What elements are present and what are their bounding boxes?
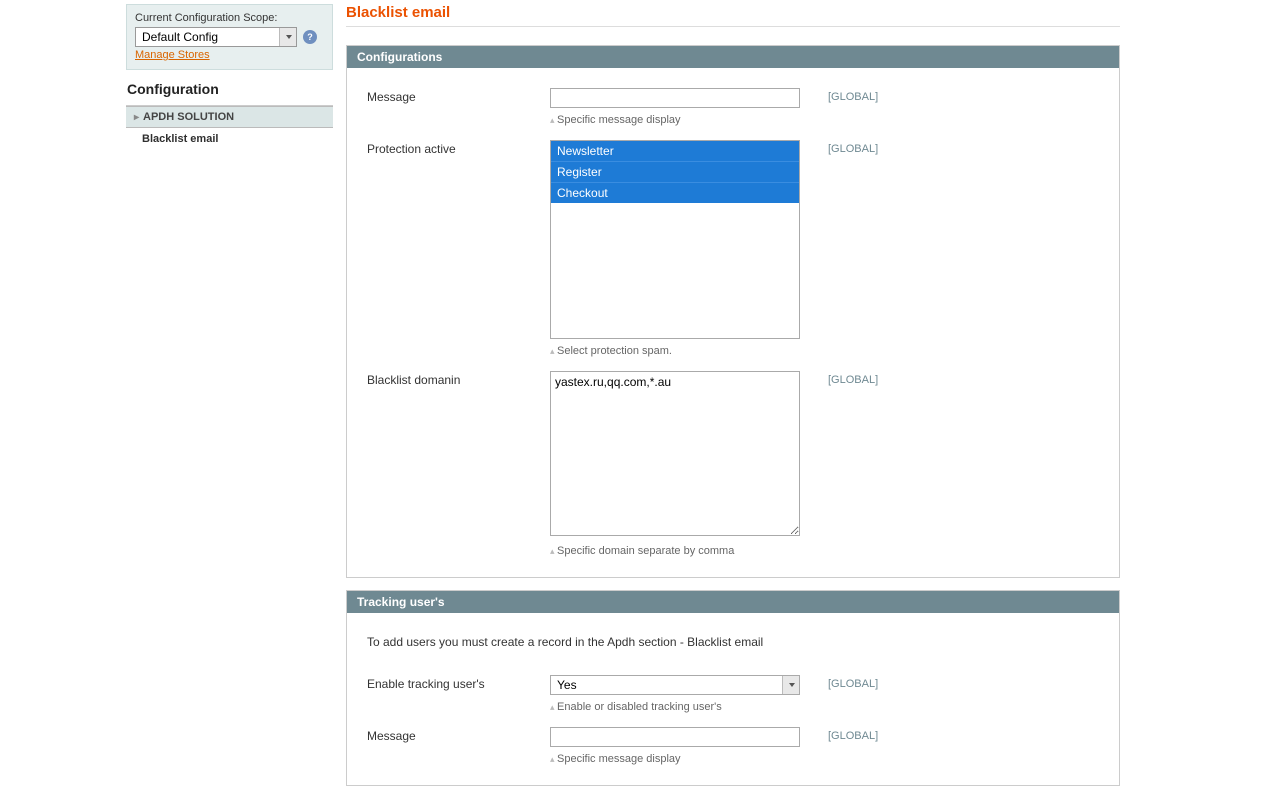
field-label-protection: Protection active (367, 140, 550, 156)
title-divider (346, 26, 1120, 27)
manage-stores-link[interactable]: Manage Stores (135, 49, 210, 61)
fieldset-tracking-header[interactable]: Tracking user's (347, 591, 1119, 613)
fieldset-tracking-body: To add users you must create a record in… (347, 613, 1119, 785)
fieldset-tracking: Tracking user's To add users you must cr… (346, 590, 1120, 786)
protection-option-register[interactable]: Register (551, 162, 799, 183)
field-value-message (550, 88, 800, 108)
page-title: Blacklist email (346, 4, 1120, 26)
main-content: Blacklist email Configurations Message [… (346, 4, 1120, 798)
field-hint-tracking-message: Specific message display (550, 753, 1099, 765)
blacklist-textarea[interactable]: yastex.ru,qq.com,*.au (550, 371, 800, 536)
field-row-message: Message [GLOBAL] (367, 88, 1099, 108)
scope-select[interactable]: Default Config (135, 27, 297, 47)
enable-tracking-select[interactable]: Yes (550, 675, 800, 695)
field-row-protection: Protection active Newsletter Register Ch… (367, 140, 1099, 339)
message-input[interactable] (550, 88, 800, 108)
field-value-tracking-message (550, 727, 800, 747)
scope-label: Current Configuration Scope: (135, 12, 324, 24)
field-row-blacklist: Blacklist domanin yastex.ru,qq.com,*.au … (367, 371, 1099, 539)
sidebar: Current Configuration Scope: Default Con… (126, 4, 333, 798)
enable-tracking-select-wrap: Yes (550, 675, 800, 695)
scope-box: Current Configuration Scope: Default Con… (126, 4, 333, 70)
field-scope-message: [GLOBAL] (828, 88, 878, 103)
field-scope-tracking-message: [GLOBAL] (828, 727, 878, 742)
field-row-enable-tracking: Enable tracking user's Yes [GLOBAL] (367, 675, 1099, 695)
nav-item-blacklist-email[interactable]: Blacklist email (126, 128, 333, 150)
field-label-tracking-message: Message (367, 727, 550, 743)
fieldset-configurations-body: Message [GLOBAL] Specific message displa… (347, 68, 1119, 577)
field-hint-protection: Select protection spam. (550, 345, 1099, 357)
config-title: Configuration (126, 71, 333, 106)
field-value-protection: Newsletter Register Checkout (550, 140, 800, 339)
fieldset-configurations-header[interactable]: Configurations (347, 46, 1119, 68)
field-hint-enable-tracking: Enable or disabled tracking user's (550, 701, 1099, 713)
field-hint-message: Specific message display (550, 114, 1099, 126)
nav-section-header[interactable]: APDH SOLUTION (126, 106, 333, 128)
field-value-enable-tracking: Yes (550, 675, 800, 695)
protection-multiselect[interactable]: Newsletter Register Checkout (550, 140, 800, 339)
tracking-message-input[interactable] (550, 727, 800, 747)
tracking-note: To add users you must create a record in… (367, 635, 1099, 649)
field-label-enable-tracking: Enable tracking user's (367, 675, 550, 691)
field-label-message: Message (367, 88, 550, 104)
field-value-blacklist: yastex.ru,qq.com,*.au (550, 371, 800, 539)
protection-option-checkout[interactable]: Checkout (551, 183, 799, 203)
field-hint-blacklist: Specific domain separate by comma (550, 545, 1099, 557)
field-row-tracking-message: Message [GLOBAL] (367, 727, 1099, 747)
fieldset-configurations: Configurations Message [GLOBAL] Specific… (346, 45, 1120, 578)
protection-option-newsletter[interactable]: Newsletter (551, 141, 799, 162)
help-icon[interactable]: ? (303, 30, 317, 44)
scope-row: Default Config ? (135, 27, 324, 47)
field-scope-protection: [GLOBAL] (828, 140, 878, 155)
field-label-blacklist: Blacklist domanin (367, 371, 550, 387)
field-scope-blacklist: [GLOBAL] (828, 371, 878, 386)
page-container: Current Configuration Scope: Default Con… (0, 0, 1280, 798)
scope-select-wrap: Default Config (135, 27, 297, 47)
field-scope-enable-tracking: [GLOBAL] (828, 675, 878, 690)
